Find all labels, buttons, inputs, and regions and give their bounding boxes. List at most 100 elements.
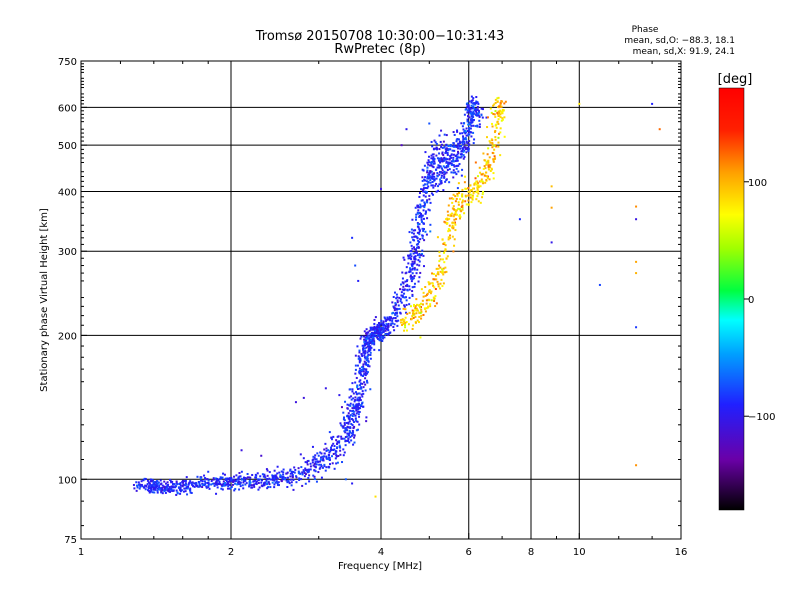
data-point bbox=[397, 304, 400, 307]
data-point bbox=[323, 455, 326, 458]
data-point bbox=[464, 175, 467, 178]
data-point bbox=[412, 262, 415, 265]
data-point bbox=[493, 103, 496, 106]
data-point bbox=[424, 210, 427, 213]
data-point bbox=[472, 192, 475, 195]
data-point bbox=[447, 161, 450, 164]
data-point bbox=[161, 492, 164, 495]
data-point bbox=[441, 169, 444, 172]
data-point bbox=[356, 399, 359, 402]
data-point bbox=[356, 387, 359, 390]
data-point bbox=[364, 368, 367, 371]
data-point bbox=[467, 130, 470, 133]
data-point bbox=[418, 231, 421, 234]
data-point bbox=[420, 220, 423, 223]
data-point bbox=[453, 238, 456, 241]
data-point bbox=[167, 489, 170, 492]
data-point bbox=[466, 120, 469, 123]
data-point bbox=[394, 313, 397, 316]
data-point bbox=[422, 228, 425, 231]
data-point bbox=[479, 185, 482, 188]
data-point bbox=[352, 405, 355, 408]
data-point bbox=[290, 470, 293, 473]
data-point bbox=[151, 484, 154, 487]
data-point bbox=[417, 209, 420, 212]
data-point bbox=[411, 272, 414, 275]
data-point bbox=[286, 471, 289, 474]
data-point bbox=[452, 226, 455, 229]
data-point bbox=[156, 491, 159, 494]
data-point bbox=[187, 485, 190, 488]
data-point bbox=[261, 479, 264, 482]
data-point bbox=[197, 485, 200, 488]
data-point bbox=[314, 461, 317, 464]
data-point bbox=[402, 318, 405, 321]
data-point bbox=[274, 481, 277, 484]
data-point bbox=[273, 469, 276, 472]
data-point bbox=[316, 460, 319, 463]
data-point bbox=[374, 326, 377, 329]
data-point bbox=[347, 417, 350, 420]
data-point bbox=[456, 130, 459, 133]
data-point bbox=[480, 107, 483, 110]
data-point bbox=[344, 444, 347, 447]
data-point bbox=[487, 165, 490, 168]
data-point bbox=[466, 142, 469, 145]
data-point bbox=[352, 413, 355, 416]
data-point bbox=[463, 113, 466, 116]
data-point bbox=[372, 334, 375, 337]
data-point bbox=[268, 471, 271, 474]
data-point bbox=[402, 285, 405, 288]
y-axis-label: Stationary phase Virtual Height [km] bbox=[39, 208, 50, 392]
data-point bbox=[437, 159, 440, 162]
data-point bbox=[496, 113, 499, 116]
data-point bbox=[391, 301, 394, 304]
data-point bbox=[351, 412, 354, 415]
data-point bbox=[314, 454, 317, 457]
data-point bbox=[461, 125, 464, 128]
data-point bbox=[339, 446, 342, 449]
data-point bbox=[452, 250, 455, 253]
data-point bbox=[380, 187, 382, 190]
data-point bbox=[421, 199, 424, 202]
data-point bbox=[400, 291, 403, 294]
data-point bbox=[468, 107, 471, 110]
data-point bbox=[432, 156, 435, 159]
data-point bbox=[337, 435, 340, 438]
data-point bbox=[356, 403, 359, 406]
data-point bbox=[434, 288, 437, 291]
data-point bbox=[472, 110, 475, 113]
data-point bbox=[361, 355, 364, 358]
data-point bbox=[447, 228, 450, 231]
data-point bbox=[274, 474, 277, 477]
data-point bbox=[226, 477, 229, 480]
data-point bbox=[425, 302, 428, 305]
data-point bbox=[476, 125, 479, 128]
data-point bbox=[223, 484, 226, 487]
data-point bbox=[399, 298, 402, 301]
data-point bbox=[490, 138, 493, 141]
data-point bbox=[175, 481, 178, 484]
data-point bbox=[426, 166, 429, 169]
data-point bbox=[422, 295, 425, 298]
data-point bbox=[329, 448, 332, 451]
data-point bbox=[365, 370, 368, 373]
data-point bbox=[417, 226, 420, 229]
data-point bbox=[320, 476, 323, 479]
data-point bbox=[187, 482, 190, 485]
data-point bbox=[441, 285, 444, 288]
data-point bbox=[441, 258, 444, 261]
data-point bbox=[454, 155, 457, 158]
data-point bbox=[303, 472, 306, 475]
data-point bbox=[420, 310, 423, 313]
data-point bbox=[407, 262, 410, 265]
data-point bbox=[468, 108, 471, 111]
data-point bbox=[282, 473, 285, 476]
data-point bbox=[438, 254, 441, 257]
data-point bbox=[439, 266, 442, 269]
data-point bbox=[479, 201, 482, 204]
data-point bbox=[420, 314, 423, 317]
data-point bbox=[332, 452, 335, 455]
data-point bbox=[472, 118, 475, 121]
data-point bbox=[494, 115, 497, 118]
